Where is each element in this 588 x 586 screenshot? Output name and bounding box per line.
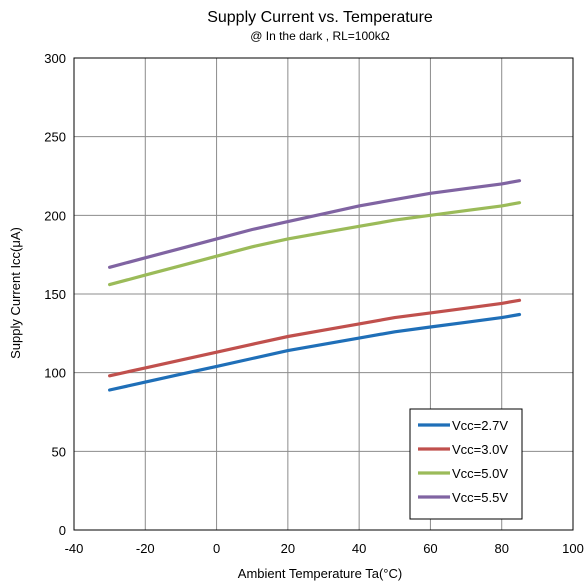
x-tick-label: 40 [352,541,366,556]
series-lines [107,179,522,392]
series-line [107,312,522,392]
legend-label: Vcc=5.5V [452,490,508,505]
y-axis-label: Supply Current Icc(μA) [8,227,23,359]
y-tick-label: 250 [44,130,66,145]
x-tick-label: 60 [423,541,437,556]
legend-label: Vcc=2.7V [452,418,508,433]
y-tick-label: 0 [59,523,66,538]
x-axis-label: Ambient Temperature Ta(°C) [238,566,402,581]
plot-area [73,57,574,531]
x-tick-label: 80 [494,541,508,556]
y-tick-label: 100 [44,366,66,381]
x-tick-label: 20 [281,541,295,556]
x-tick-label: -40 [65,541,84,556]
legend: Vcc=2.7V Vcc=3.0V Vcc=5.0V Vcc=5.5V [409,408,523,520]
y-tick-label: 50 [52,444,66,459]
x-tick-label: -20 [136,541,155,556]
x-tick-label: 0 [213,541,220,556]
y-axis-ticks: 0 50 100 150 200 250 300 [44,51,66,538]
series-line [107,179,522,269]
y-tick-label: 150 [44,287,66,302]
legend-label: Vcc=3.0V [452,442,508,457]
y-tick-label: 300 [44,51,66,66]
legend-box [409,408,523,520]
x-axis-ticks: -40 -20 0 20 40 60 80 100 [65,541,584,556]
legend-label: Vcc=5.0V [452,466,508,481]
y-tick-label: 200 [44,208,66,223]
series-line [107,201,522,287]
chart-title: Supply Current vs. Temperature [207,9,433,26]
chart-subtitle: @ In the dark , RL=100kΩ [250,29,390,43]
series-line [107,298,522,378]
x-tick-label: 100 [562,541,584,556]
